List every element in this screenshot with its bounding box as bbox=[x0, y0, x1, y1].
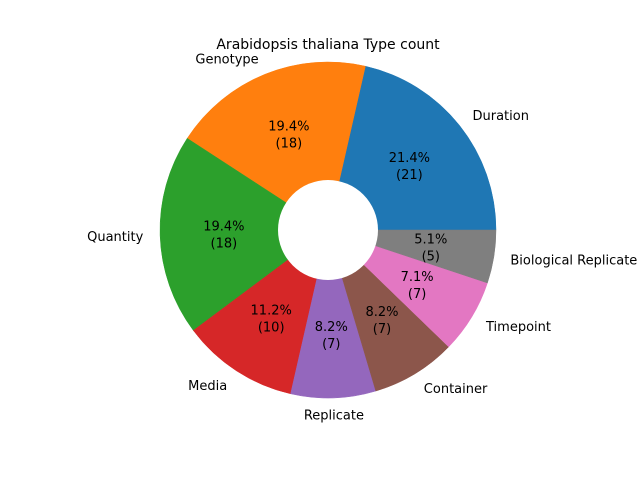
slice-count-biological-replicate: (5) bbox=[422, 250, 440, 265]
pie-slice-duration bbox=[327, 65, 497, 231]
slice-count-timepoint: (7) bbox=[408, 287, 426, 302]
slice-label-quantity: Quantity bbox=[87, 230, 143, 245]
slice-count-container: (7) bbox=[373, 322, 391, 337]
slice-percent-timepoint: 7.1% bbox=[401, 270, 434, 285]
slice-label-replicate: Replicate bbox=[304, 409, 364, 424]
slice-percent-container: 8.2% bbox=[365, 305, 398, 320]
slice-count-duration: (21) bbox=[396, 168, 423, 183]
slice-percent-duration: 21.4% bbox=[389, 151, 430, 166]
slice-label-genotype: Genotype bbox=[195, 53, 258, 68]
slice-label-duration: Duration bbox=[473, 109, 529, 124]
pie-slice-media bbox=[193, 229, 329, 395]
slice-count-genotype: (18) bbox=[276, 137, 303, 152]
slice-percent-quantity: 19.4% bbox=[203, 219, 244, 234]
slice-percent-replicate: 8.2% bbox=[315, 320, 348, 335]
slice-label-biological-replicate: Biological Replicate bbox=[510, 254, 637, 269]
slice-label-timepoint: Timepoint bbox=[485, 320, 551, 335]
slice-percent-biological-replicate: 5.1% bbox=[414, 233, 447, 248]
slice-label-container: Container bbox=[424, 382, 488, 397]
donut-hole bbox=[278, 180, 378, 280]
slice-count-media: (10) bbox=[258, 320, 285, 335]
slice-percent-genotype: 19.4% bbox=[268, 120, 309, 135]
chart-title: Arabidopsis thaliana Type count bbox=[216, 37, 440, 53]
pie-slice-quantity bbox=[159, 138, 329, 331]
slice-count-replicate: (7) bbox=[322, 337, 340, 352]
pie-labels: 21.4% (21) Duration 19.4% (18) Genotype 19.4% (… bbox=[87, 53, 637, 424]
slice-count-quantity: (18) bbox=[211, 236, 238, 251]
slice-percent-media: 11.2% bbox=[251, 303, 292, 318]
slice-label-media: Media bbox=[188, 379, 227, 394]
